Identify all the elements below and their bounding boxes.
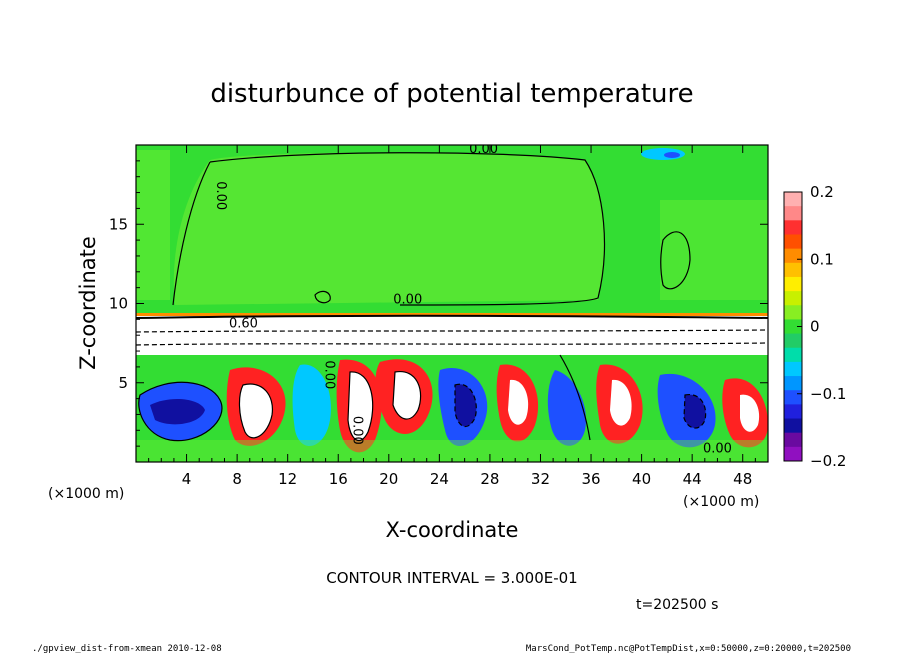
colorbar-swatch (784, 446, 802, 462)
upper-blue-patch (664, 152, 680, 158)
footer-right: MarsCond_PotTemp.nc@PotTempDist,x=0:5000… (526, 644, 851, 654)
x-unit-right: (×1000 m) (683, 494, 759, 510)
colorbar-swatch (784, 248, 802, 264)
colorbar-swatch (784, 404, 802, 420)
x-axis-label: X-coordinate (386, 518, 519, 542)
colorbar-swatch (784, 333, 802, 349)
x-tick-label: 16 (329, 470, 348, 488)
x-tick-label: 48 (733, 470, 752, 488)
contour-label: 0.60 (229, 316, 258, 331)
y-tick-label: 15 (109, 215, 128, 233)
y-axis-label: Z-coordinate (76, 236, 100, 370)
contour-lines (136, 152, 768, 442)
colorbar-swatch (784, 262, 802, 278)
contour-label: 0.00 (213, 181, 228, 210)
colorbar-swatch (784, 220, 802, 235)
upper-layer-light-area (173, 152, 605, 305)
colorbar-swatch (784, 390, 802, 405)
colorbar-swatch (784, 319, 802, 335)
colorbar-swatch (784, 361, 802, 377)
x-tick-label: 28 (480, 470, 499, 488)
y-ticks: 5 10 15 (109, 160, 768, 447)
x-tick-label: 40 (632, 470, 651, 488)
colorbar-tick-label: 0.1 (810, 250, 834, 268)
colorbar-swatch (784, 206, 802, 221)
time-label: t=202500 s (636, 597, 718, 613)
contour-label: 0.00 (322, 360, 337, 389)
colorbar: 0.2 0.1 0 −0.1 −0.2 (783, 183, 846, 470)
colorbar-tick-label: 0 (810, 318, 820, 336)
y-tick-label: 10 (109, 295, 128, 313)
contour-label: 0.00 (393, 293, 422, 308)
colorbar-swatch (784, 347, 802, 363)
contour-interval: CONTOUR INTERVAL = 3.000E-01 (326, 569, 577, 587)
inversion-orange-line (136, 313, 768, 316)
colorbar-tick-label: −0.1 (810, 385, 846, 403)
x-tick-label: 4 (182, 470, 192, 488)
x-unit-left: (×1000 m) (48, 486, 124, 502)
colorbar-swatch (784, 291, 802, 306)
colorbar-swatch (784, 276, 802, 292)
x-tick-label: 44 (683, 470, 702, 488)
x-tick-label: 8 (232, 470, 242, 488)
x-tick-label: 20 (379, 470, 398, 488)
contour-labels: 0.00 0.00 0.00 0.60 0.00 0.00 0.00 (213, 142, 732, 456)
colorbar-tick-label: 0.2 (810, 183, 834, 201)
colorbar-swatch (784, 234, 802, 250)
x-ticks: 4 8 12 16 20 24 28 32 36 40 44 48 (148, 145, 756, 488)
right-upper-light-area (660, 200, 768, 300)
colorbar-swatch (784, 432, 802, 448)
contour-label: 0.00 (469, 142, 498, 157)
colorbar-swatch (784, 305, 802, 320)
lower-turbulence (136, 359, 768, 462)
colorbar-swatch (784, 418, 802, 434)
x-tick-label: 24 (430, 470, 449, 488)
colorbar-swatch (784, 376, 802, 391)
colorbar-tick-label: −0.2 (810, 452, 846, 470)
y-tick-label: 5 (118, 374, 128, 392)
x-tick-label: 36 (581, 470, 600, 488)
contour-label: 0.00 (349, 416, 364, 445)
colorbar-swatch (784, 192, 802, 207)
chart-title: disturbunce of potential temperature (210, 79, 693, 109)
heatmap-field: 0.00 0.00 0.00 0.60 0.00 0.00 0.00 (136, 142, 768, 462)
inversion-layer (136, 315, 768, 360)
left-upper-light-area (136, 150, 170, 300)
contour-label: 0.00 (703, 441, 732, 456)
x-tick-label: 32 (531, 470, 550, 488)
footer-left: ./gpview_dist-from-xmean 2010-12-08 (32, 644, 222, 654)
x-tick-label: 12 (278, 470, 297, 488)
